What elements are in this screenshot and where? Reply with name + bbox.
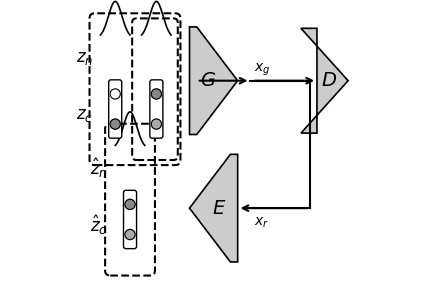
- Circle shape: [125, 229, 135, 240]
- Text: $\hat{z}_n$: $\hat{z}_n$: [90, 157, 108, 180]
- Text: $x_r$: $x_r$: [254, 215, 269, 229]
- Text: $G$: $G$: [200, 71, 216, 90]
- Text: $\hat{z}_c$: $\hat{z}_c$: [90, 213, 108, 237]
- Polygon shape: [301, 28, 348, 133]
- Circle shape: [151, 89, 162, 99]
- Circle shape: [110, 119, 120, 129]
- Text: $D$: $D$: [321, 71, 338, 90]
- Circle shape: [125, 199, 135, 210]
- Circle shape: [151, 119, 162, 129]
- FancyBboxPatch shape: [109, 80, 122, 138]
- FancyBboxPatch shape: [123, 190, 137, 249]
- Text: $E$: $E$: [212, 199, 227, 218]
- FancyBboxPatch shape: [150, 80, 163, 138]
- Polygon shape: [190, 27, 238, 134]
- Text: $z_n$: $z_n$: [76, 49, 93, 67]
- Text: $z_c$: $z_c$: [76, 106, 93, 124]
- Circle shape: [110, 89, 120, 99]
- Text: $x_g$: $x_g$: [254, 61, 270, 78]
- Polygon shape: [190, 154, 238, 262]
